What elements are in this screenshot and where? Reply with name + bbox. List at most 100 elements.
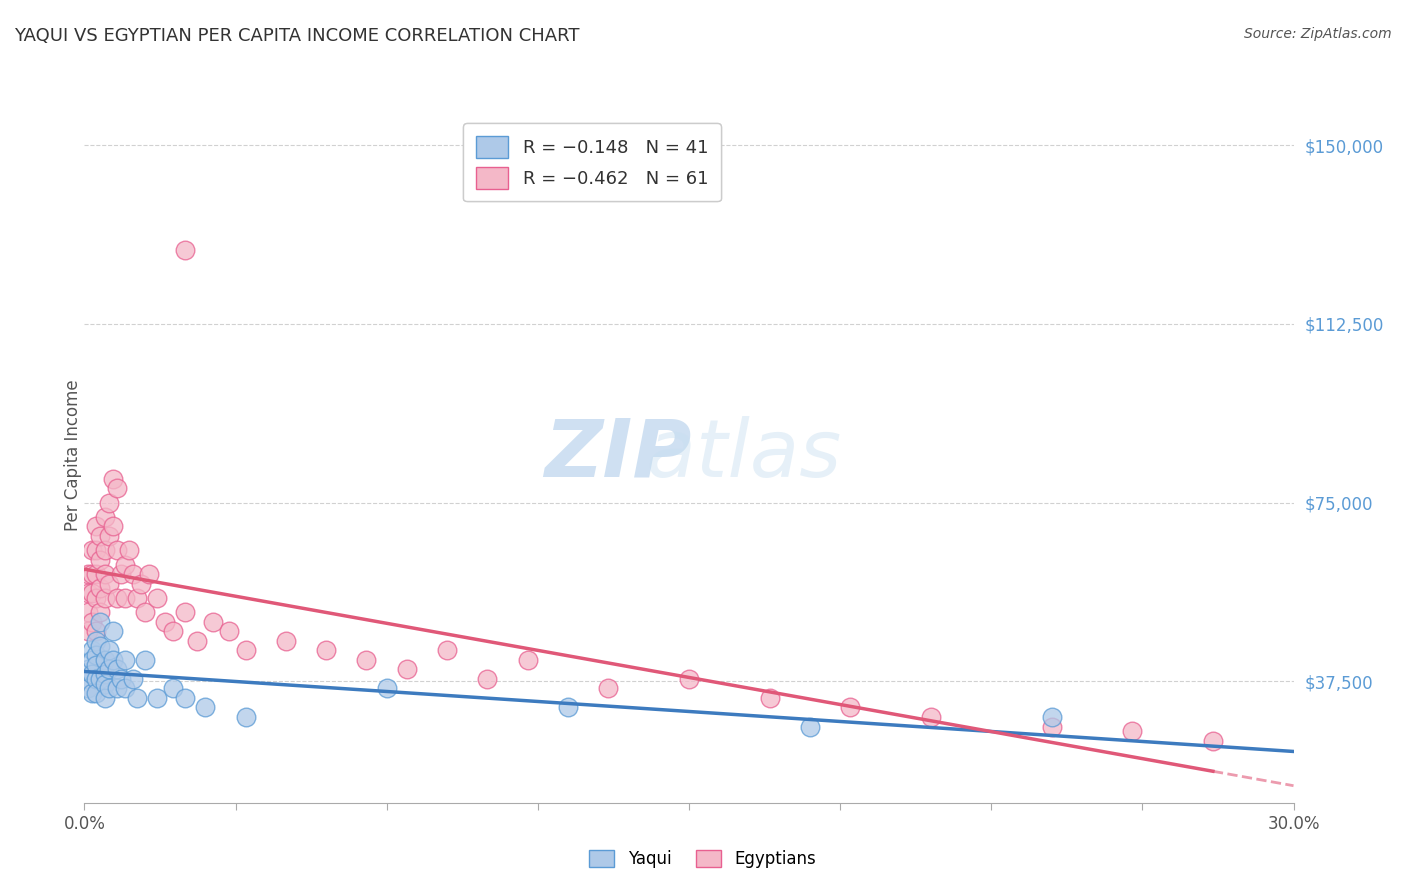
Text: YAQUI VS EGYPTIAN PER CAPITA INCOME CORRELATION CHART: YAQUI VS EGYPTIAN PER CAPITA INCOME CORR… (14, 27, 579, 45)
Point (77, 681, 100, 696)
Point (125, 591, 148, 605)
Point (89, 605, 111, 619)
Point (105, 662, 128, 676)
Point (86, 686, 108, 700)
Point (77, 672, 100, 686)
Point (162, 624, 184, 639)
Point (114, 558, 136, 572)
Point (97, 576, 120, 591)
Point (194, 700, 217, 714)
Point (186, 633, 208, 648)
Point (134, 605, 156, 619)
Point (118, 543, 141, 558)
Point (129, 576, 152, 591)
Point (598, 681, 620, 696)
Point (97, 529, 120, 543)
Point (89, 582, 111, 596)
Point (82, 567, 104, 582)
Point (89, 615, 111, 629)
Point (93, 543, 115, 558)
Point (101, 519, 124, 533)
Point (134, 653, 156, 667)
Point (138, 567, 160, 582)
Legend: R = −0.148   N = 41, R = −0.462   N = 61: R = −0.148 N = 41, R = −0.462 N = 61 (464, 123, 721, 202)
Legend: Yaqui, Egyptians: Yaqui, Egyptians (583, 843, 823, 875)
Point (86, 591, 108, 605)
Point (86, 657, 108, 672)
Point (146, 591, 169, 605)
Point (121, 567, 143, 582)
Point (162, 681, 184, 696)
Point (105, 591, 128, 605)
Point (86, 648, 108, 662)
Point (93, 676, 115, 690)
Point (1040, 720, 1063, 734)
Point (105, 681, 128, 696)
Point (97, 662, 120, 676)
Point (105, 481, 128, 495)
Point (218, 624, 240, 639)
Point (93, 567, 115, 582)
Point (121, 672, 143, 686)
Point (235, 710, 257, 724)
Point (77, 605, 100, 619)
Point (101, 624, 124, 639)
Point (93, 509, 115, 524)
Point (174, 605, 197, 619)
Point (799, 720, 821, 734)
Point (77, 586, 100, 600)
Point (477, 672, 499, 686)
Point (146, 690, 169, 705)
Point (174, 690, 197, 705)
Point (557, 700, 579, 714)
Point (82, 643, 104, 657)
Point (93, 591, 115, 605)
Point (82, 615, 104, 629)
Point (1121, 724, 1143, 739)
Point (758, 690, 780, 705)
Point (110, 567, 132, 582)
Point (97, 681, 120, 696)
Point (516, 653, 538, 667)
Y-axis label: Per Capita Income: Per Capita Income (65, 379, 82, 531)
Point (82, 653, 104, 667)
Point (114, 653, 136, 667)
Point (82, 586, 104, 600)
Point (89, 639, 111, 653)
Point (375, 681, 398, 696)
Point (678, 672, 700, 686)
Text: ZIP: ZIP (544, 416, 692, 494)
Point (77, 624, 100, 639)
Point (839, 700, 862, 714)
Point (82, 667, 104, 681)
Point (86, 672, 108, 686)
Point (315, 643, 337, 657)
Point (114, 681, 136, 696)
Point (235, 643, 257, 657)
Point (86, 519, 108, 533)
Point (101, 653, 124, 667)
Point (89, 672, 111, 686)
Point (356, 653, 378, 667)
Point (86, 567, 108, 582)
Point (114, 591, 136, 605)
Point (93, 653, 115, 667)
Point (82, 543, 104, 558)
Point (77, 567, 100, 582)
Point (125, 690, 148, 705)
Point (97, 495, 120, 509)
Point (153, 615, 176, 629)
Text: Source: ZipAtlas.com: Source: ZipAtlas.com (1244, 27, 1392, 41)
Point (174, 243, 197, 257)
Point (86, 633, 108, 648)
Text: atlas: atlas (544, 416, 841, 494)
Point (101, 472, 124, 486)
Point (274, 633, 297, 648)
Point (82, 686, 104, 700)
Point (105, 543, 128, 558)
Point (86, 624, 108, 639)
Point (202, 615, 225, 629)
Point (436, 643, 458, 657)
Point (110, 672, 132, 686)
Point (920, 710, 942, 724)
